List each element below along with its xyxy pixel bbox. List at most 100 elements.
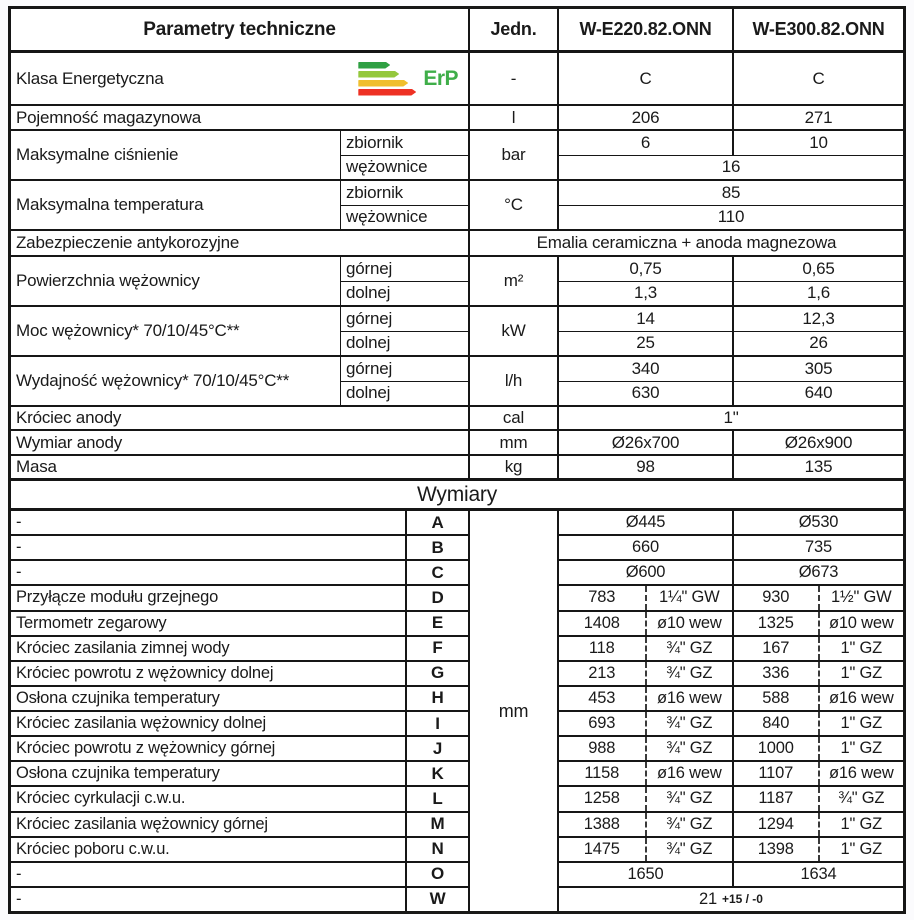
dimensions-title-row: Wymiary — [11, 481, 903, 511]
output-lower-model2: 640 — [732, 381, 903, 405]
max-pressure-label: Maksymalne ciśnienie — [16, 145, 179, 164]
power-lower-row: 25 26 — [559, 331, 903, 355]
dimensions-title: Wymiary — [416, 482, 498, 506]
dim-value-model2: 840 — [762, 714, 790, 733]
dim-model2-pair: 1187 ¾" GZ — [732, 787, 903, 811]
dim-value-model1: Ø445 — [625, 513, 666, 532]
coil-power-unit: kW — [468, 307, 557, 355]
surface-lower-row: 1,3 1,6 — [559, 281, 903, 305]
surface-upper-model2: 0,65 — [732, 257, 903, 281]
dim-letter: B — [407, 536, 468, 562]
dim-thread-model1: 1¼" GW — [644, 586, 733, 610]
mass-row: Masa kg 98 135 — [11, 456, 903, 481]
energy-class-row: Klasa Energetyczna ErP - C C — [11, 53, 903, 106]
dim-letter: A — [407, 511, 468, 537]
dim-value-model1: 693 — [588, 714, 616, 733]
dim-model2-pair: 1107 ø16 wew — [732, 762, 904, 786]
dim-value-model2: 1634 — [732, 862, 903, 886]
power-upper-row: 14 12,3 — [559, 307, 903, 332]
dim-value-model2: 735 — [732, 536, 903, 560]
pressure-coils-value: 16 — [721, 157, 741, 177]
anode-size-row: Wymiar anody mm Ø26x700 Ø26x900 — [11, 431, 903, 456]
dim-label: - — [11, 511, 405, 537]
dim-value-model1: 118 — [588, 638, 615, 657]
dim-model1-pair: 1158 ø16 wew — [559, 762, 732, 786]
dim-value-model2: 1325 — [757, 613, 794, 632]
dim-model1-pair: 213 ¾" GZ — [559, 661, 733, 685]
surface-lower-model1: 1,3 — [633, 283, 658, 303]
energy-class-label-cell: Klasa Energetyczna ErP — [11, 53, 468, 104]
dim-thread-model2: ø16 wew — [817, 762, 904, 786]
dim-value-model2: 336 — [762, 663, 790, 682]
anode-connector-label: Króciec anody — [16, 408, 122, 427]
dim-model2-pair: 1398 1" GZ — [732, 837, 903, 861]
output-lower-model1: 630 — [631, 383, 660, 403]
temperature-coils-value: 110 — [717, 207, 745, 227]
header-unit-title: Jedn. — [468, 9, 557, 50]
dim-letter: E — [407, 612, 468, 637]
dim-thread-model2: 1" GZ — [817, 712, 904, 736]
dim-model1-pair: 1258 ¾" GZ — [559, 787, 732, 811]
dim-model2-pair: 1325 ø10 wew — [732, 611, 904, 635]
dim-values-row: 1258 ¾" GZ 1187 ¾" GZ — [559, 787, 903, 813]
header-model1-title: W-E220.82.ONN — [557, 9, 732, 50]
anode-connector-unit: cal — [468, 407, 557, 429]
sublabel-lower: dolnej — [346, 333, 391, 353]
dim-value-model2: 1187 — [758, 789, 794, 808]
erp-bar-yellow-icon — [358, 80, 408, 87]
coil-power-label: Moc wężownicy* 70/10/45°C** — [16, 321, 240, 340]
dim-label: Króciec powrotu z wężownicy górnej — [11, 737, 405, 763]
dim-values-row: 1388 ¾" GZ 1294 1" GZ — [559, 812, 903, 838]
coil-surface-group: Powierzchnia wężownicy górnej dolnej m² … — [11, 257, 903, 307]
power-upper-model1: 14 — [636, 308, 655, 328]
dim-values-row: 21 +15 / -0 — [559, 888, 903, 911]
dim-letter: G — [407, 662, 468, 687]
coil-power-values: 14 12,3 25 26 — [557, 307, 903, 355]
pressure-tank-row: 6 10 — [559, 131, 903, 156]
dim-thread-model2: 1" GZ — [817, 661, 904, 685]
sublabel-upper: górnej — [341, 357, 468, 382]
dim-model1-pair: 1408 ø10 wew — [559, 611, 733, 635]
dim-values-row: Ø445 Ø530 — [559, 511, 903, 537]
dim-value-model1: 1258 — [583, 789, 620, 808]
dim-letter: F — [407, 637, 468, 662]
dim-model1-pair: 783 1¼" GW — [559, 586, 733, 610]
temperature-tank-value: 85 — [721, 182, 741, 202]
power-upper-model2: 12,3 — [732, 307, 903, 331]
dim-value-model2: 1107 — [758, 764, 794, 783]
max-pressure-group: Maksymalne ciśnienie zbiornik wężownice … — [11, 131, 903, 181]
corrosion-protection-row: Zabezpieczenie antykorozyjne Emalia cera… — [11, 231, 903, 257]
energy-class-label: Klasa Energetyczna — [16, 68, 164, 88]
dim-letter: J — [407, 737, 468, 763]
dim-value-model1: 988 — [588, 739, 616, 758]
pressure-coils-row: 16 — [559, 156, 903, 180]
dim-model2-pair: 840 1" GZ — [732, 712, 904, 736]
dim-thread-model2: 1½" GW — [817, 586, 904, 610]
dim-label: - — [11, 536, 405, 562]
erp-energy-label: ErP — [358, 62, 458, 96]
anode-size-model1: Ø26x700 — [557, 431, 732, 454]
erp-bar-green-icon — [358, 62, 390, 69]
dim-label: Króciec cyrkulacji c.w.u. — [11, 787, 405, 813]
dim-thread-model1: ø10 wew — [644, 611, 733, 635]
dim-unit-cell: mm — [468, 511, 557, 911]
erp-text: ErP — [423, 66, 458, 90]
dim-thread-model1: ¾" GZ — [644, 636, 733, 660]
dim-value-model1: 453 — [588, 688, 616, 707]
table-header-row: Parametry techniczne Jedn. W-E220.82.ONN… — [11, 9, 903, 53]
output-upper-row: 340 305 — [559, 357, 903, 382]
mass-unit: kg — [468, 456, 557, 478]
max-pressure-values: 6 10 16 — [557, 131, 903, 179]
dim-thread-model1: ¾" GZ — [644, 661, 733, 685]
dim-value-model1: 1408 — [583, 613, 620, 632]
coil-output-group: Wydajność wężownicy* 70/10/45°C** górnej… — [11, 357, 903, 407]
coil-output-label: Wydajność wężownicy* 70/10/45°C** — [16, 371, 290, 390]
dim-model2-pair: 588 ø16 wew — [732, 686, 903, 710]
dim-values-row: 783 1¼" GW 930 1½" GW — [559, 586, 904, 612]
dim-thread-model2: ø10 wew — [817, 611, 904, 635]
dim-value-model1: 1158 — [584, 764, 620, 783]
capacity-model2: 271 — [732, 106, 903, 129]
surface-upper-row: 0,75 0,65 — [559, 257, 903, 282]
dim-label: - — [11, 561, 405, 587]
